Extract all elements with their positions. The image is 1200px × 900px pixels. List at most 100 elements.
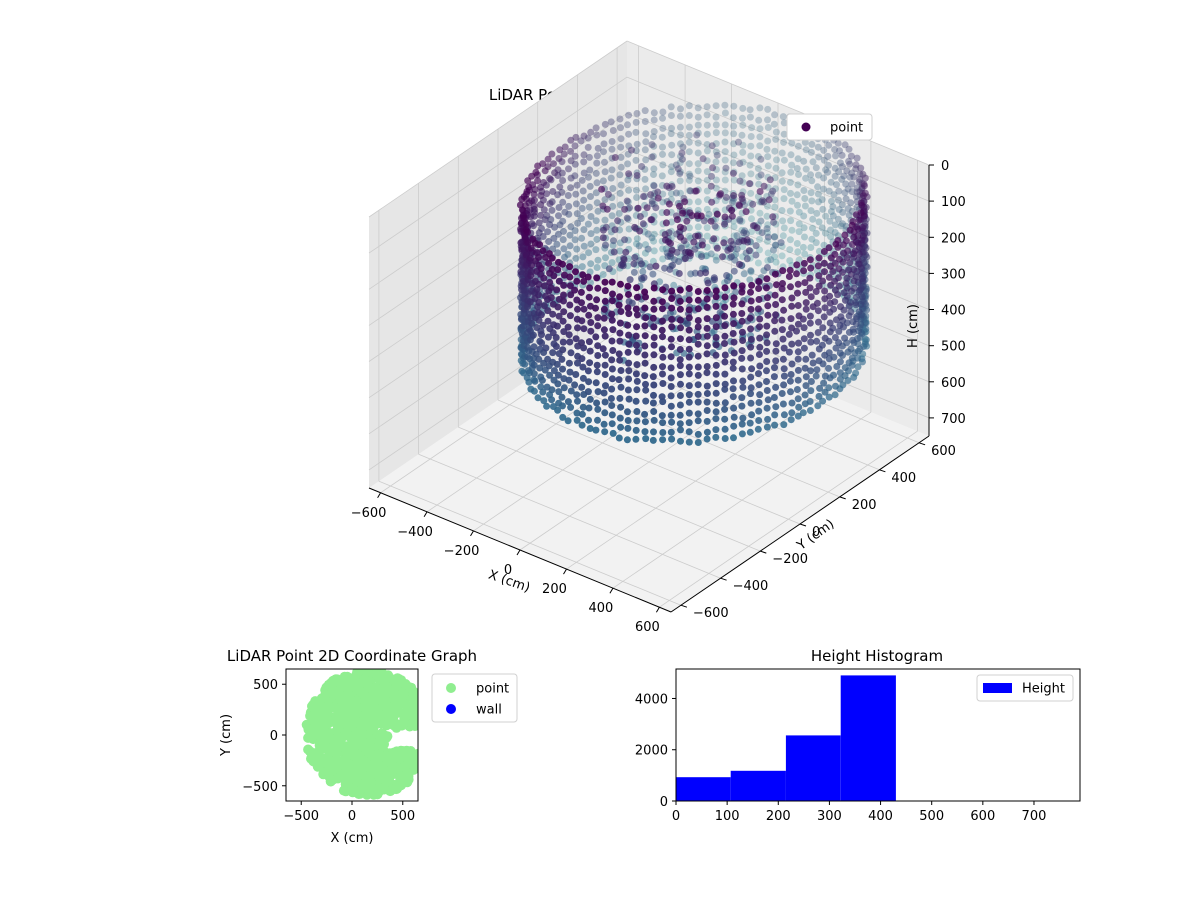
point-2d <box>319 719 330 729</box>
scatter-point <box>615 210 623 217</box>
scatter-point <box>840 172 848 180</box>
scatter-point <box>785 330 793 338</box>
scatter-point <box>780 119 788 127</box>
scatter-point <box>676 356 684 364</box>
y-tick <box>799 523 807 527</box>
scatter-point <box>685 296 693 304</box>
scatter-point <box>825 141 833 149</box>
scatter-point <box>658 298 666 306</box>
scatter-point <box>685 391 693 399</box>
scatter-point <box>566 231 574 239</box>
scatter-point <box>846 160 854 168</box>
scatter-point <box>567 387 575 395</box>
scatter-point <box>849 318 857 326</box>
scatter-point <box>780 156 788 164</box>
scatter-point <box>530 370 538 378</box>
scatter-point <box>592 379 600 387</box>
scatter-point <box>852 293 860 301</box>
scatter-point <box>730 192 738 199</box>
scatter-point <box>585 311 593 319</box>
scatter-point <box>693 212 701 220</box>
scatter-point <box>841 364 849 372</box>
scatter-point <box>760 198 768 206</box>
scatter-point <box>667 364 675 372</box>
scatter-point <box>815 254 823 262</box>
scatter-point <box>631 223 639 231</box>
scatter-point <box>548 386 556 394</box>
scatter-point <box>855 216 863 224</box>
scatter-point <box>675 258 683 265</box>
point-2d <box>377 669 388 679</box>
scatter-point <box>592 169 600 177</box>
scatter-point <box>578 234 586 242</box>
scatter-point <box>602 241 609 249</box>
scatter-point <box>654 188 662 196</box>
scatter-point <box>771 364 778 372</box>
scatter-point <box>848 240 856 248</box>
scatter-point <box>807 207 815 215</box>
scatter-point <box>685 232 693 240</box>
scatter-point <box>787 283 794 291</box>
scatter-point <box>793 240 801 247</box>
scatter-point <box>560 245 568 253</box>
histogram-x-tick-label: 300 <box>817 809 842 824</box>
scatter-point <box>746 419 754 427</box>
y-tick-label: −200 <box>772 552 808 567</box>
point-2d <box>338 785 349 796</box>
scatter-point <box>585 404 593 412</box>
chart-3d-points <box>516 101 871 446</box>
scatter-point <box>667 335 675 343</box>
grid-z-back <box>626 257 930 383</box>
scatter-point <box>685 170 693 178</box>
scatter-point <box>616 356 624 364</box>
scatter-point <box>592 426 600 434</box>
point-2d <box>319 702 329 713</box>
scatter-point <box>703 252 711 260</box>
y-tick-label-2d: −500 <box>242 780 278 795</box>
scatter-point <box>794 320 802 328</box>
scatter-point <box>520 322 527 330</box>
scatter-point <box>574 305 581 313</box>
scatter-point <box>703 315 711 323</box>
scatter-point <box>730 349 738 357</box>
scatter-point <box>729 364 737 372</box>
scatter-point <box>638 260 645 268</box>
scatter-point <box>703 324 711 332</box>
scatter-point <box>703 363 711 370</box>
scatter-point <box>658 393 666 401</box>
scatter-point <box>793 191 801 199</box>
scatter-point <box>780 186 788 194</box>
scatter-point <box>676 371 684 379</box>
x-tick-label: 0 <box>504 563 512 578</box>
scatter-point <box>668 246 676 254</box>
scatter-point <box>815 345 823 353</box>
grid-z-back <box>626 112 930 238</box>
scatter-point <box>685 112 693 119</box>
scatter-point <box>827 262 834 270</box>
scatter-point <box>580 325 588 333</box>
scatter-point <box>617 280 624 288</box>
scatter-point <box>729 330 737 337</box>
scatter-point <box>764 124 772 131</box>
scatter-point <box>539 247 547 255</box>
scatter-point <box>633 348 641 356</box>
scatter-point <box>771 203 779 211</box>
scatter-point <box>795 403 803 411</box>
scatter-point <box>845 157 853 165</box>
scatter-point <box>806 256 814 264</box>
scatter-point <box>694 333 702 340</box>
scatter-point <box>593 235 601 243</box>
scatter-point <box>549 349 557 357</box>
scatter-point <box>593 368 601 376</box>
scatter-point <box>539 321 547 329</box>
scatter-point <box>679 209 687 217</box>
scatter-point <box>659 245 667 253</box>
scatter-point <box>754 425 762 433</box>
scatter-point <box>800 187 808 194</box>
scatter-point <box>859 192 867 200</box>
scatter-point <box>559 260 566 268</box>
point-2d <box>380 719 391 730</box>
point-2d <box>316 732 327 743</box>
scatter-point <box>694 410 702 418</box>
grid-z-left <box>368 40 628 218</box>
